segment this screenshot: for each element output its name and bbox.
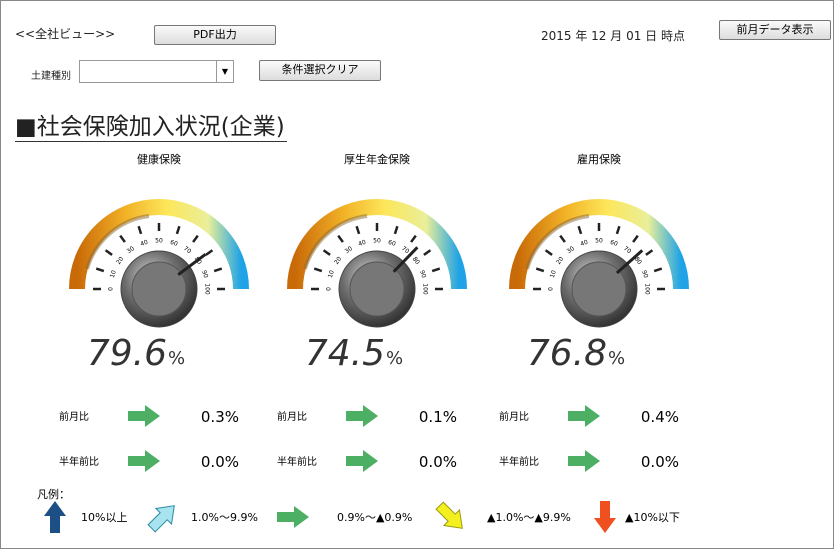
page: <<全社ビュー>> PDF出力 2015 年 12 月 01 日 時点 前月デー… <box>0 0 834 549</box>
arrow-icon <box>594 501 616 533</box>
gauge-tick <box>633 236 638 242</box>
gauge-tick <box>193 236 198 242</box>
gauge-tick-label: 60 <box>169 239 179 248</box>
gauge-tick <box>214 269 222 271</box>
gauge-tick-label: 100 <box>422 283 429 295</box>
gauge-unit: % <box>168 348 185 369</box>
compare-label: 前月比 <box>59 410 89 423</box>
gauge-tick-label: 20 <box>555 255 565 265</box>
compare-label: 半年前比 <box>499 455 539 468</box>
gauge-tick-label: 10 <box>109 269 118 279</box>
gauge-tick <box>579 226 581 234</box>
compare-value: 0.3% <box>201 408 239 426</box>
gauge-tick-label: 40 <box>579 239 589 248</box>
legend-item: 1.0%～9.9% <box>191 511 258 524</box>
arrow-icon <box>128 405 160 427</box>
gauge-tick <box>560 236 565 242</box>
gauge-tick-label: 0 <box>326 287 333 291</box>
gauge-tick-label: 100 <box>204 283 211 295</box>
compare-value: 0.1% <box>419 408 457 426</box>
gauge-tick <box>206 250 212 255</box>
gauge-tick <box>338 236 343 242</box>
legend-item: 0.9%～▲0.9% <box>337 511 412 524</box>
gauge-tick-label: 10 <box>327 269 336 279</box>
gauge-tick-label: 30 <box>344 245 354 255</box>
gauge-tick <box>120 236 125 242</box>
gauge-knob-face <box>132 262 186 316</box>
gauge-knob-face <box>572 262 626 316</box>
gauge-tick <box>536 269 544 271</box>
gauge-tick <box>654 269 662 271</box>
arrow-icon <box>144 498 182 536</box>
gauge-tick-label: 60 <box>387 239 397 248</box>
gauge-tick-label: 0 <box>548 287 555 291</box>
legend-item: ▲10%以下 <box>625 511 680 524</box>
gauge-value: 76.8 <box>527 333 607 374</box>
gauge-tick-label: 40 <box>139 239 149 248</box>
gauge-title: 厚生年金保険 <box>344 152 410 166</box>
gauge-tick-label: 20 <box>115 255 125 265</box>
gauge-tick-label: 50 <box>373 238 381 245</box>
gauge-tick <box>646 250 652 255</box>
arrow-icon <box>568 450 600 472</box>
gauge-tick <box>139 226 141 234</box>
gauge-tick-label: 30 <box>566 245 576 255</box>
legend-item: ▲1.0%～▲9.9% <box>487 511 571 524</box>
gauge-tick-label: 90 <box>200 269 209 279</box>
compare-value: 0.0% <box>419 453 457 471</box>
legend-title: 凡例： <box>37 487 70 501</box>
gauge-tick-label: 10 <box>549 269 558 279</box>
arrow-icon <box>346 405 378 427</box>
gauge-tick-label: 60 <box>609 239 619 248</box>
legend-item: 10%以上 <box>81 511 127 524</box>
arrow-icon <box>128 450 160 472</box>
gauge-tick <box>395 226 397 234</box>
gauge-tick <box>617 226 619 234</box>
gauge-tick <box>106 250 112 255</box>
gauge-unit: % <box>608 348 625 369</box>
gauge-tick <box>324 250 330 255</box>
gauge-tick <box>96 269 104 271</box>
gauge-tick-label: 80 <box>411 256 421 266</box>
gauge-tick-label: 90 <box>418 269 427 279</box>
gauge-tick-label: 0 <box>108 287 115 291</box>
compare-value: 0.0% <box>201 453 239 471</box>
gauge-title: 健康保険 <box>137 152 181 166</box>
gauge-title: 雇用保険 <box>577 152 621 166</box>
gauge-tick <box>177 226 179 234</box>
gauge-tick <box>432 269 440 271</box>
gauge-tick-label: 90 <box>640 269 649 279</box>
compare-label: 半年前比 <box>277 455 317 468</box>
gauge-tick <box>314 269 322 271</box>
gauge-tick <box>357 226 359 234</box>
gauge-tick <box>546 250 552 255</box>
gauge-tick-label: 30 <box>126 245 136 255</box>
arrow-icon <box>277 506 309 528</box>
gauge-unit: % <box>386 348 403 369</box>
gauge-tick-label: 100 <box>644 283 651 295</box>
arrow-icon <box>44 501 66 533</box>
gauge-tick <box>411 236 416 242</box>
compare-label: 前月比 <box>499 410 529 423</box>
gauge-value: 79.6 <box>87 333 167 374</box>
gauge-tick-label: 70 <box>182 245 192 255</box>
compare-value: 0.0% <box>641 453 679 471</box>
gauge-area: 健康保険010203040506070809010079.6%前月比0.3%半年… <box>1 1 833 548</box>
arrow-icon <box>346 450 378 472</box>
arrow-icon <box>568 405 600 427</box>
compare-value: 0.4% <box>641 408 679 426</box>
gauge-tick <box>424 250 430 255</box>
compare-label: 半年前比 <box>59 455 99 468</box>
gauge-value: 74.5 <box>305 333 385 374</box>
compare-label: 前月比 <box>277 410 307 423</box>
gauge-tick-label: 40 <box>357 239 367 248</box>
arrow-icon <box>432 498 470 536</box>
gauge-tick-label: 70 <box>622 245 632 255</box>
gauge-tick-label: 20 <box>333 255 343 265</box>
gauge-tick-label: 50 <box>595 238 603 245</box>
gauge-tick-label: 70 <box>400 245 410 255</box>
gauge-tick-label: 50 <box>155 238 163 245</box>
